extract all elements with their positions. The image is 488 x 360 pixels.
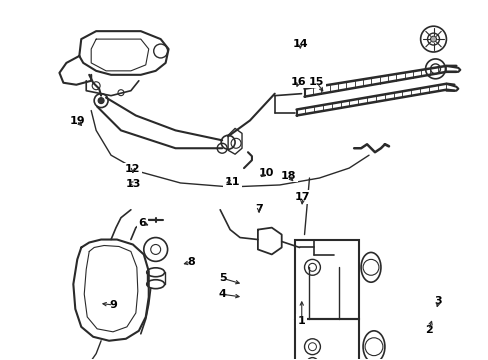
Text: 5: 5 (219, 273, 226, 283)
Text: 17: 17 (294, 192, 310, 202)
Text: 3: 3 (434, 296, 442, 306)
Text: 15: 15 (308, 77, 324, 87)
Circle shape (429, 36, 436, 42)
Text: 19: 19 (69, 116, 85, 126)
Text: 13: 13 (125, 179, 140, 189)
Text: 4: 4 (218, 289, 226, 299)
Text: 14: 14 (292, 39, 307, 49)
Text: 2: 2 (424, 325, 432, 335)
Text: 10: 10 (258, 168, 273, 178)
Text: 9: 9 (109, 300, 117, 310)
Bar (294, 239, 358, 319)
Text: 12: 12 (125, 164, 141, 174)
Text: 8: 8 (187, 257, 195, 267)
Circle shape (98, 98, 104, 104)
Text: 18: 18 (280, 171, 295, 181)
Bar (294, 319, 358, 360)
Text: 6: 6 (139, 218, 146, 228)
Text: 16: 16 (290, 77, 306, 87)
Text: 1: 1 (297, 316, 305, 326)
Text: 11: 11 (224, 177, 240, 187)
Text: 7: 7 (255, 203, 263, 213)
